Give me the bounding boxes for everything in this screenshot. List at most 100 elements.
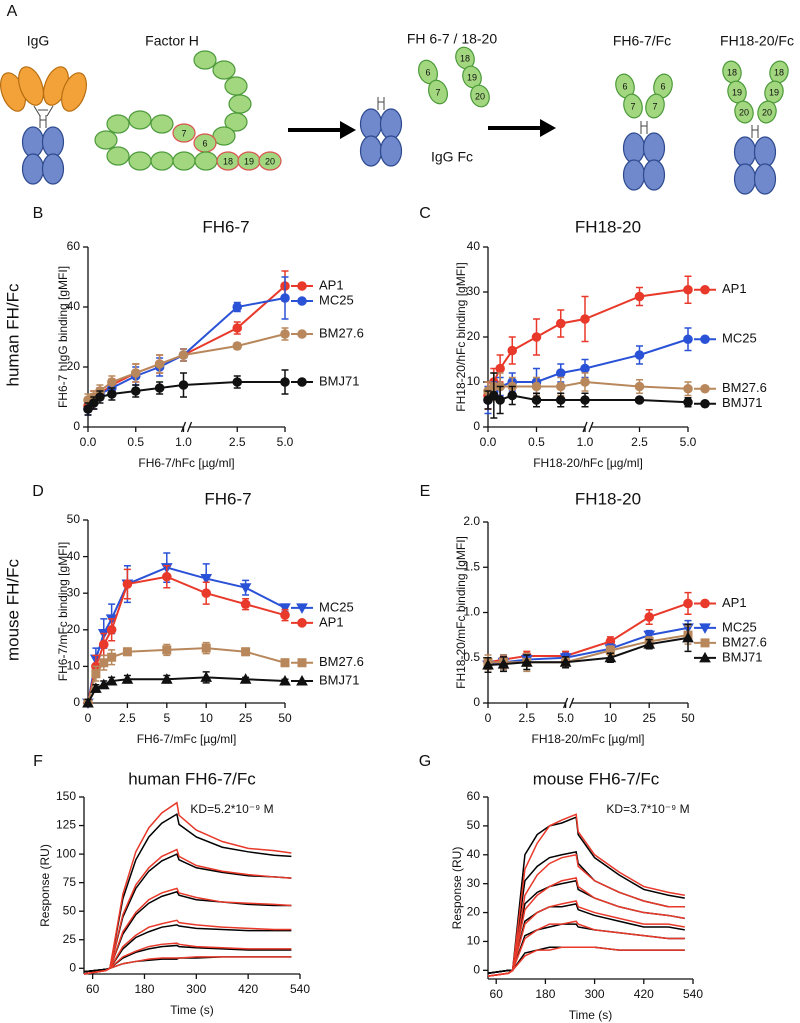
row-label: human FH/Fc: [3, 283, 22, 386]
marker: [240, 599, 251, 609]
legend-label: AP1: [319, 277, 344, 292]
legend-label: AP1: [722, 281, 747, 296]
y-tick-label: 0: [473, 695, 480, 709]
marker: [121, 673, 134, 684]
marker: [280, 293, 290, 303]
marker: [200, 574, 213, 585]
marker: [241, 647, 251, 657]
y-tick-label: 40: [67, 299, 81, 313]
domain: [94, 130, 118, 150]
y-tick-label: 20: [67, 359, 81, 373]
x-tick-label: 50: [681, 711, 695, 725]
panel-label: B: [33, 205, 44, 222]
x-tick-label: 10: [604, 711, 618, 725]
marker: [122, 647, 132, 657]
marker: [555, 381, 566, 392]
domain-label: 19: [769, 87, 779, 97]
legend-label: AP1: [722, 595, 747, 610]
legend-label: BM27.6: [722, 634, 767, 649]
x-tick-label: 0: [85, 711, 92, 725]
label: FH 6-7 / 18-20: [407, 31, 497, 47]
domain: [21, 153, 45, 185]
legend-label: BMJ71: [319, 672, 359, 687]
legend-marker: [297, 618, 307, 628]
y-tick-label: 2.0: [463, 514, 480, 528]
domain-label: 7: [435, 87, 440, 97]
legend-marker: [296, 603, 308, 614]
marker: [90, 682, 102, 693]
x-tick-label: 5.0: [277, 435, 294, 449]
marker: [162, 571, 172, 582]
domain-label: 6: [202, 138, 207, 148]
domain: [41, 126, 65, 158]
domain: [212, 60, 236, 80]
marker: [105, 675, 118, 686]
y-tick-label: 20: [67, 622, 81, 636]
marker: [495, 395, 505, 405]
y-tick-label: 10: [467, 934, 481, 948]
marker: [531, 395, 542, 405]
marker: [580, 395, 590, 405]
marker: [555, 318, 566, 329]
marker: [97, 678, 110, 690]
marker: [162, 645, 172, 655]
series-line: [83, 956, 292, 975]
domain-label: 7: [630, 101, 635, 111]
marker: [634, 381, 645, 392]
domain: [150, 151, 174, 171]
domain: [21, 126, 45, 158]
series-line: [87, 676, 286, 704]
marker: [279, 603, 291, 614]
marker: [683, 598, 693, 609]
marker: [683, 383, 693, 394]
label: FH18-20/Fc: [720, 33, 794, 49]
y-tick-label: 60: [67, 239, 81, 253]
marker: [82, 696, 94, 708]
series-line: [87, 647, 286, 704]
series-line: [83, 801, 292, 975]
domain-label: 7: [181, 128, 186, 138]
legend-marker: [700, 284, 710, 295]
legend-marker: [297, 658, 307, 668]
y-axis-label: FH18-20/mFc binding [gMFI]: [454, 536, 468, 689]
marker: [178, 380, 189, 390]
x-axis-label: FH6-7/mFc [µg/ml]: [137, 732, 237, 746]
marker: [91, 669, 101, 679]
domain-label: 18: [460, 53, 470, 63]
domain: [642, 132, 666, 164]
legend-label: BMJ71: [722, 395, 762, 410]
x-tick-label: 25: [239, 711, 253, 725]
y-tick-label: 150: [56, 789, 76, 803]
y-tick-label: 10: [467, 374, 481, 388]
marker: [200, 671, 213, 682]
marker: [130, 368, 141, 378]
legend-marker: [297, 329, 307, 339]
row-label: mouse FH/Fc: [3, 558, 22, 661]
marker: [520, 656, 533, 667]
y-axis-label: FH18-20/hFc binding [gMFI]: [454, 262, 468, 411]
legend-label: BM27.6: [319, 325, 364, 340]
marker: [559, 656, 572, 667]
label: A: [7, 3, 18, 20]
x-tick-label: 5.0: [557, 711, 574, 725]
x-tick-label: 180: [134, 982, 154, 996]
marker: [634, 350, 645, 360]
domain: [622, 159, 646, 191]
domain: [470, 84, 490, 108]
marker: [634, 291, 645, 302]
x-tick-label: 5.0: [680, 435, 697, 449]
x-tick-label: 25: [643, 711, 657, 725]
domain: [258, 151, 282, 171]
marker: [683, 397, 693, 408]
domain: [106, 114, 130, 134]
y-tick-label: 0.5: [463, 650, 480, 664]
series-line: [487, 946, 685, 977]
domain: [379, 135, 403, 167]
marker: [280, 377, 290, 387]
domain-label: 18: [727, 67, 737, 77]
y-tick-label: 40: [467, 847, 481, 861]
series-line: [83, 848, 292, 975]
domain: [41, 153, 65, 185]
domain: [734, 100, 754, 124]
legend-label: BMJ71: [722, 649, 762, 664]
